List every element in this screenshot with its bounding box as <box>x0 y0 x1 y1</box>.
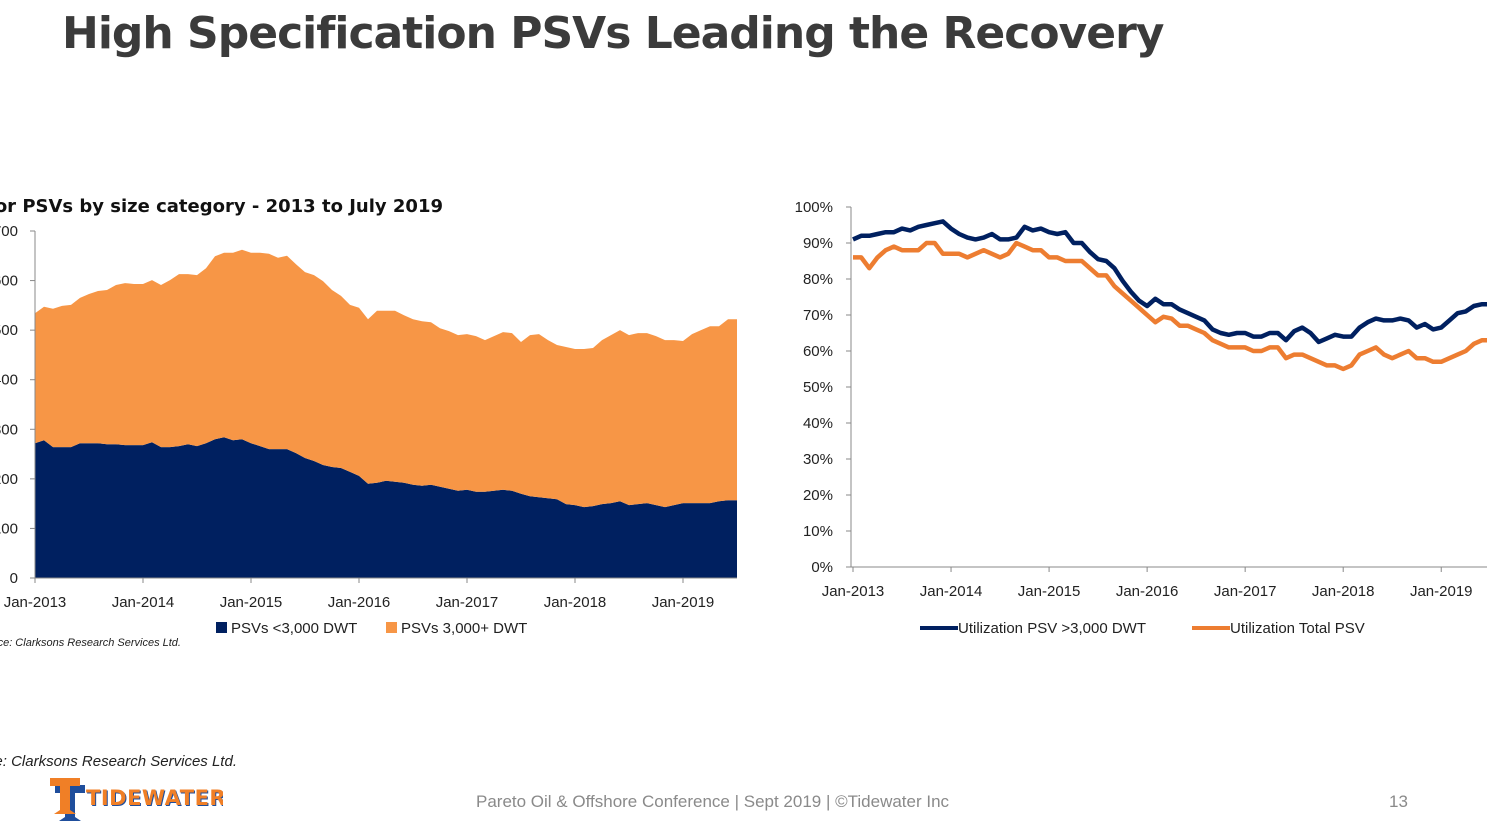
y-tick-label: 100 <box>0 520 18 537</box>
x-tick-label: Jan-2017 <box>436 594 499 611</box>
x-tick-label: Jan-2019 <box>652 594 715 611</box>
x-tick-label: Jan-2019 <box>1410 583 1473 600</box>
x-tick-label: Jan-2016 <box>1116 583 1179 600</box>
legend-label-large-psv: PSVs 3,000+ DWT <box>401 620 527 637</box>
legend-label-psv-large: Utilization PSV >3,000 DWT <box>958 620 1146 637</box>
y-tick-label: 30% <box>803 451 833 468</box>
source-note: Source: Clarksons Research Services Ltd. <box>0 753 237 770</box>
y-tick-label: 50% <box>803 379 833 396</box>
legend-label-small-psv: PSVs <3,000 DWT <box>231 620 357 637</box>
logo-t-icon <box>50 778 80 814</box>
area-series-1 <box>35 249 737 508</box>
utilization-line-chart: 0% 10% 20% 30% 40% 50% 60% 70% 80% 90% 100% Jan-201… <box>795 199 1487 637</box>
y-tick-label: 400 <box>0 372 18 389</box>
demand-area-chart: Demand for PSVs by size category - 2013 … <box>0 196 737 649</box>
y-tick-label: 0 <box>10 570 18 587</box>
logo-wordmark: TIDEWATER <box>86 786 223 810</box>
legend-label-total: Utilization Total PSV <box>1230 620 1365 637</box>
footer-text: Pareto Oil & Offshore Conference | Sept … <box>476 792 950 811</box>
y-tick-label: 100% <box>795 199 833 216</box>
x-tick-label: Jan-2014 <box>112 594 175 611</box>
line-series-0 <box>852 219 1487 345</box>
area-series-0 <box>35 437 737 578</box>
y-tick-label: 40% <box>803 415 833 432</box>
x-tick-label: Jan-2015 <box>220 594 283 611</box>
chart1-legend: PSVs <3,000 DWT PSVs 3,000+ DWT <box>216 620 527 637</box>
chart1-source: Source: Clarksons Research Services Ltd. <box>0 637 181 649</box>
x-tick-label: Jan-2013 <box>4 594 67 611</box>
tidewater-logo: TIDEWATER <box>50 778 223 821</box>
y-tick-label: 0% <box>811 559 833 576</box>
y-tick-label: 70% <box>803 307 833 324</box>
x-tick-label: Jan-2018 <box>544 594 607 611</box>
chart1-title: Demand for PSVs by size category - 2013 … <box>0 196 443 217</box>
y-tick-label: 80% <box>803 271 833 288</box>
y-tick-label: 90% <box>803 235 833 252</box>
y-tick-label: 60% <box>803 343 833 360</box>
x-tick-label: Jan-2016 <box>328 594 391 611</box>
y-tick-label: 300 <box>0 421 18 438</box>
chart2-legend: Utilization PSV >3,000 DWT Utilization T… <box>920 620 1365 637</box>
legend-swatch-small-psv <box>216 622 227 633</box>
y-tick-label: 700 <box>0 223 18 240</box>
x-tick-label: Jan-2017 <box>1214 583 1277 600</box>
y-tick-label: 10% <box>803 523 833 540</box>
y-tick-label: 600 <box>0 273 18 290</box>
y-tick-label: 500 <box>0 322 18 339</box>
line-series-1 <box>853 240 1487 372</box>
x-tick-label: Jan-2015 <box>1018 583 1081 600</box>
x-tick-label: Jan-2013 <box>822 583 885 600</box>
legend-swatch-large-psv <box>386 622 397 633</box>
x-tick-label: Jan-2018 <box>1312 583 1375 600</box>
y-tick-label: 20% <box>803 487 833 504</box>
slide-title: High Specification PSVs Leading the Reco… <box>62 8 1164 59</box>
y-tick-label: 200 <box>0 471 18 488</box>
x-tick-label: Jan-2014 <box>920 583 983 600</box>
page-number: 13 <box>1389 792 1408 811</box>
